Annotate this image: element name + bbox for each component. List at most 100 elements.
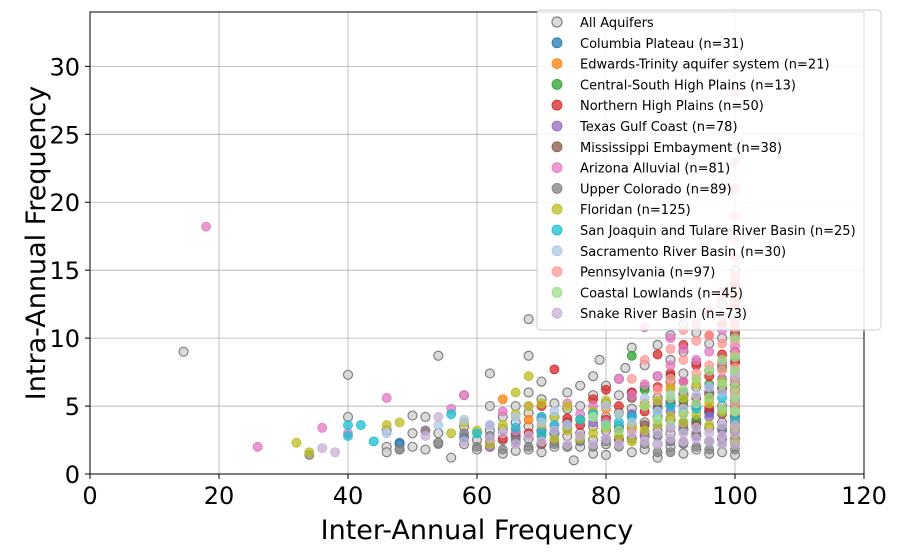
data-point — [613, 390, 625, 401]
data-point — [381, 447, 392, 458]
x-tick-label: 120 — [841, 482, 887, 510]
data-point — [716, 447, 728, 458]
data-point — [484, 433, 495, 444]
data-point — [626, 342, 637, 353]
data-point — [510, 387, 521, 398]
data-point — [717, 338, 727, 349]
x-tick-label: 100 — [712, 482, 758, 510]
data-point — [704, 393, 715, 403]
data-point — [665, 360, 676, 371]
data-point — [407, 428, 418, 439]
legend-marker — [551, 245, 563, 257]
data-point — [484, 400, 495, 412]
data-point — [717, 354, 727, 365]
data-point — [330, 447, 341, 458]
data-point — [665, 447, 676, 458]
data-point — [717, 439, 727, 450]
data-point — [678, 368, 689, 379]
data-point — [652, 439, 663, 450]
data-point — [639, 354, 650, 365]
legend-entry: Northern High Plains (n=50) — [580, 99, 764, 114]
data-point — [523, 414, 534, 425]
data-point — [730, 428, 740, 439]
data-point — [433, 412, 444, 422]
data-point — [523, 441, 534, 452]
legend-marker — [551, 203, 563, 215]
data-point — [691, 422, 702, 433]
data-point — [588, 412, 598, 422]
data-point — [562, 439, 573, 450]
data-point — [652, 384, 663, 395]
data-point — [704, 444, 715, 455]
data-point — [587, 371, 599, 382]
data-point — [665, 333, 676, 344]
legend-entry: San Joaquin and Tulare River Basin (n=25… — [580, 224, 856, 239]
data-point — [497, 444, 508, 455]
data-point — [601, 384, 611, 395]
data-point — [626, 436, 637, 447]
data-point — [678, 436, 689, 447]
legend-entry: Sacramento River Basin (n=30) — [580, 245, 786, 260]
data-point — [304, 447, 315, 458]
data-point — [536, 417, 547, 428]
y-tick-label: 20 — [49, 189, 80, 217]
data-point — [420, 411, 431, 423]
data-point — [343, 420, 353, 430]
data-point — [704, 382, 715, 392]
data-point — [626, 350, 637, 361]
data-point — [691, 335, 702, 346]
data-point — [588, 428, 598, 439]
data-point — [678, 417, 689, 428]
data-point — [420, 431, 431, 441]
data-point — [594, 354, 605, 365]
data-point — [420, 444, 431, 455]
data-point — [446, 409, 457, 420]
data-point — [601, 420, 611, 430]
data-point — [497, 394, 508, 405]
data-point — [704, 330, 715, 341]
data-point — [536, 428, 547, 439]
data-point — [523, 350, 534, 361]
data-point — [652, 339, 663, 351]
data-point — [459, 414, 470, 425]
data-point — [691, 373, 702, 384]
data-point — [691, 441, 702, 452]
legend-marker — [551, 266, 563, 278]
legend-marker — [551, 99, 563, 111]
data-point — [678, 384, 689, 395]
data-point — [704, 365, 715, 376]
data-point — [704, 420, 715, 430]
data-points — [178, 88, 741, 466]
data-point — [652, 349, 663, 360]
legend-marker — [551, 162, 563, 174]
legend-entry: Coastal Lowlands (n=45) — [580, 286, 743, 301]
data-point — [252, 441, 263, 452]
data-point — [665, 344, 676, 354]
data-point — [368, 436, 379, 447]
data-point — [549, 433, 560, 444]
data-point — [484, 368, 495, 379]
legend-marker — [551, 224, 563, 236]
data-point — [536, 376, 547, 387]
data-point — [639, 436, 650, 447]
data-point — [523, 431, 534, 441]
data-point — [626, 373, 637, 384]
data-point — [665, 401, 676, 411]
legend-marker — [551, 79, 563, 90]
data-point — [626, 428, 637, 439]
data-point — [497, 420, 508, 430]
data-point — [678, 393, 689, 403]
data-point — [717, 365, 727, 376]
data-point — [510, 412, 521, 422]
legend-marker — [551, 58, 563, 69]
data-point — [394, 444, 405, 455]
data-point — [355, 420, 366, 430]
data-point — [665, 433, 676, 444]
data-point — [536, 436, 547, 447]
data-point — [497, 428, 508, 439]
data-point — [639, 425, 650, 436]
legend-marker — [551, 182, 563, 194]
x-axis-label: Inter-Annual Frequency — [321, 515, 634, 546]
data-point — [317, 443, 328, 454]
